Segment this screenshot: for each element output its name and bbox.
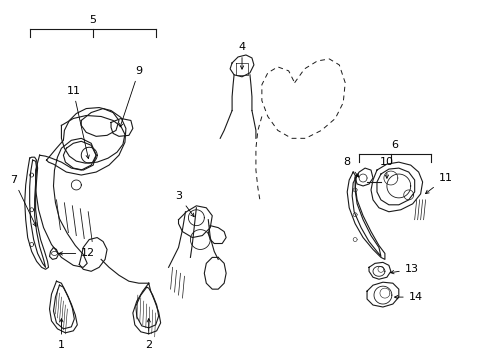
- Text: 14: 14: [394, 292, 422, 302]
- Text: 1: 1: [58, 319, 65, 350]
- Text: 2: 2: [145, 319, 152, 350]
- Text: 3: 3: [175, 191, 194, 217]
- Text: 10: 10: [379, 157, 393, 178]
- Text: 7: 7: [10, 175, 36, 226]
- Text: 5: 5: [89, 15, 97, 25]
- Text: 4: 4: [238, 42, 245, 69]
- Text: 9: 9: [120, 66, 142, 127]
- Text: 12: 12: [59, 248, 95, 258]
- Text: 11: 11: [66, 86, 89, 158]
- Text: 11: 11: [425, 173, 451, 194]
- Text: 6: 6: [390, 140, 398, 150]
- Text: 8: 8: [343, 157, 358, 177]
- Text: 13: 13: [390, 264, 418, 274]
